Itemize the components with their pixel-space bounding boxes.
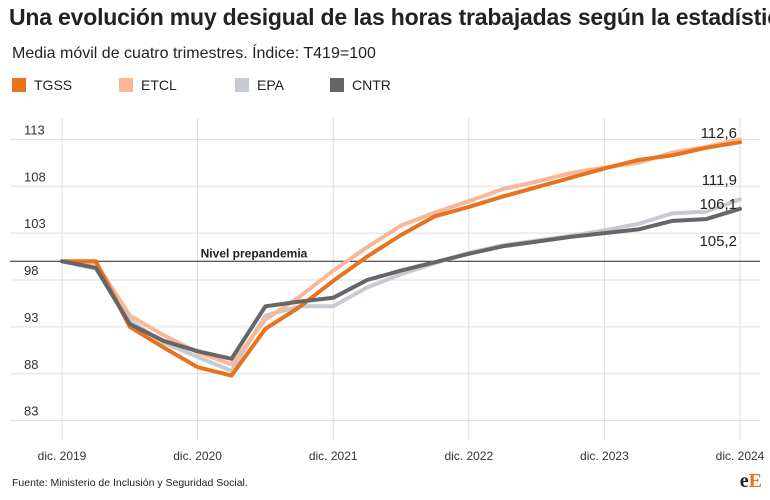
source-note: Fuente: Ministerio de Inclusión y Seguri… xyxy=(12,477,248,489)
x-tick-label: dic. 2019 xyxy=(38,449,87,463)
x-tick-label: dic. 2021 xyxy=(309,449,358,463)
legend-label: ETCL xyxy=(141,77,177,93)
series-line-cntr xyxy=(60,206,742,361)
series-line-etcl xyxy=(60,137,742,367)
y-tick-label: 108 xyxy=(24,169,46,184)
legend-swatch xyxy=(235,78,249,92)
legend: TGSS ETCL EPA CNTR xyxy=(12,77,430,93)
brand-logo: eE xyxy=(740,470,762,493)
end-label-etcl: 112,6 xyxy=(701,125,737,142)
x-tick-label: dic. 2024 xyxy=(716,449,765,463)
reference-line-label: Nivel prepandemia xyxy=(201,246,308,260)
x-tick-label: dic. 2020 xyxy=(173,449,222,463)
legend-label: TGSS xyxy=(34,77,73,93)
legend-item-cntr: CNTR xyxy=(330,77,430,93)
legend-label: CNTR xyxy=(352,77,391,93)
legend-swatch xyxy=(330,78,344,92)
legend-item-etcl: ETCL xyxy=(119,77,235,93)
y-tick-label: 88 xyxy=(24,357,38,372)
legend-item-epa: EPA xyxy=(235,77,330,93)
legend-swatch xyxy=(12,78,26,92)
series-line-tgss xyxy=(60,140,742,378)
series-line-epa xyxy=(60,197,742,373)
logo-e: e xyxy=(739,470,749,492)
y-tick-label: 113 xyxy=(24,122,45,137)
chart-subtitle: Media móvil de cuatro trimestres. Índice… xyxy=(12,45,376,62)
line-chart: 83 88 93 98 103 108 113 dic. 2019 dic. 2020 dic. … xyxy=(10,118,765,463)
x-tick-label: dic. 2022 xyxy=(444,449,493,463)
logo-E: E xyxy=(748,470,762,492)
x-tick-label: dic. 2023 xyxy=(580,449,629,463)
legend-label: EPA xyxy=(257,77,284,93)
legend-item-tgss: TGSS xyxy=(12,77,119,93)
end-label-epa: 106,1 xyxy=(699,196,737,213)
legend-swatch xyxy=(119,78,133,92)
end-label-cntr: 105,2 xyxy=(699,233,737,250)
y-tick-label: 98 xyxy=(24,263,38,278)
chart-title: Una evolución muy desigual de las horas … xyxy=(9,4,770,30)
y-tick-label: 103 xyxy=(24,216,46,231)
end-label-tgss: 111,9 xyxy=(702,172,737,189)
y-tick-label: 93 xyxy=(24,310,38,325)
y-tick-label: 83 xyxy=(24,404,38,419)
